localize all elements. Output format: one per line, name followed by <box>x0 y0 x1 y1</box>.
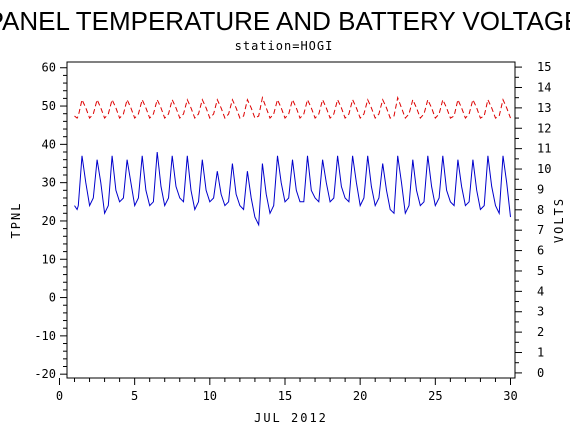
y-left-tick-label: -10 <box>34 329 56 343</box>
y-right-tick-label: 13 <box>537 101 551 115</box>
x-tick-label: 15 <box>278 389 292 403</box>
y-right-tick-label: 1 <box>537 346 544 360</box>
y-axis-left: -20 -10 0 10 20 30 40 50 60 <box>34 61 67 381</box>
x-axis-label: JUL 2012 <box>254 411 328 425</box>
y-right-tick-label: 4 <box>537 284 544 298</box>
y-left-tick-label: 0 <box>49 291 56 305</box>
plot-frame <box>66 61 516 379</box>
y-left-tick-label: 60 <box>42 61 56 75</box>
y-left-tick-label: 40 <box>42 137 56 151</box>
y-right-tick-label: 2 <box>537 325 544 339</box>
x-tick-label: 25 <box>428 389 442 403</box>
y-left-tick-label: 10 <box>42 252 56 266</box>
y-axis-right-label: VOLTS <box>552 197 566 243</box>
y-right-tick-label: 12 <box>537 121 551 135</box>
y-right-tick-label: 0 <box>537 366 544 380</box>
y-axis-left-label: TPNL <box>9 202 23 239</box>
y-right-tick-label: 14 <box>537 80 551 94</box>
x-tick-label: 20 <box>353 389 367 403</box>
series-group <box>74 95 511 227</box>
y-right-tick-label: 8 <box>537 203 544 217</box>
y-right-tick-label: 11 <box>537 142 551 156</box>
panel-temperature-line <box>74 151 511 227</box>
x-axis: 0 5 10 15 20 25 30 <box>56 378 518 403</box>
chart-subtitle: station=HOGI <box>235 39 334 53</box>
y-right-tick-label: 7 <box>537 223 544 237</box>
y-left-tick-label: 30 <box>42 176 56 190</box>
y-right-tick-label: 6 <box>537 244 544 258</box>
y-left-tick-label: 50 <box>42 99 56 113</box>
y-right-tick-label: 10 <box>537 162 551 176</box>
chart-title: PANEL TEMPERATURE AND BATTERY VOLTAGE <box>0 6 570 36</box>
y-right-tick-label: 3 <box>537 305 544 319</box>
y-right-tick-label: 15 <box>537 60 551 74</box>
battery-voltage-line <box>74 95 511 120</box>
y-right-tick-label: 9 <box>537 182 544 196</box>
x-tick-label: 0 <box>56 389 63 403</box>
y-left-tick-label: -20 <box>34 367 56 381</box>
x-tick-label: 10 <box>203 389 217 403</box>
y-left-tick-label: 20 <box>42 214 56 228</box>
x-tick-label: 5 <box>131 389 138 403</box>
y-right-tick-label: 5 <box>537 264 544 278</box>
x-tick-label: 30 <box>503 389 517 403</box>
